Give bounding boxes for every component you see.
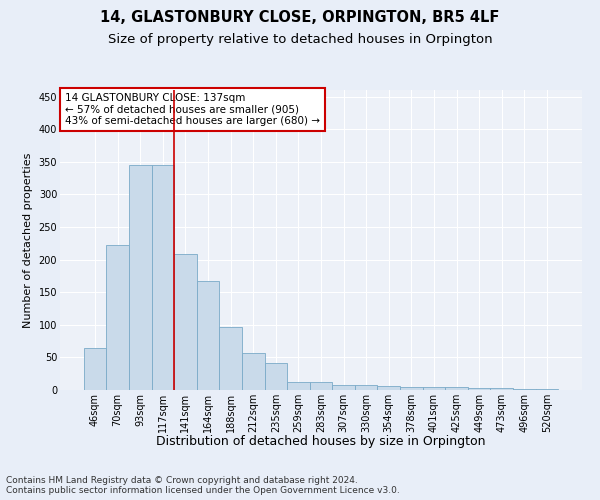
Bar [174, 254, 197, 390]
Bar [106, 245, 129, 390]
Y-axis label: Number of detached properties: Number of detached properties [23, 152, 33, 328]
Text: Distribution of detached houses by size in Orpington: Distribution of detached houses by size … [156, 435, 486, 448]
Bar [490, 388, 513, 390]
Text: 14 GLASTONBURY CLOSE: 137sqm
← 57% of detached houses are smaller (905)
43% of s: 14 GLASTONBURY CLOSE: 137sqm ← 57% of de… [65, 93, 320, 126]
Bar [332, 385, 355, 390]
Bar [265, 362, 287, 390]
Bar [152, 165, 174, 390]
Bar [355, 385, 377, 390]
Bar [197, 281, 220, 390]
Text: Contains HM Land Registry data © Crown copyright and database right 2024.
Contai: Contains HM Land Registry data © Crown c… [6, 476, 400, 495]
Bar [84, 348, 106, 390]
Text: Size of property relative to detached houses in Orpington: Size of property relative to detached ho… [107, 32, 493, 46]
Bar [513, 388, 536, 390]
Bar [129, 165, 152, 390]
Bar [377, 386, 400, 390]
Text: 14, GLASTONBURY CLOSE, ORPINGTON, BR5 4LF: 14, GLASTONBURY CLOSE, ORPINGTON, BR5 4L… [100, 10, 500, 25]
Bar [422, 386, 445, 390]
Bar [468, 388, 490, 390]
Bar [310, 382, 332, 390]
Bar [287, 382, 310, 390]
Bar [536, 388, 558, 390]
Bar [242, 354, 265, 390]
Bar [445, 386, 468, 390]
Bar [220, 326, 242, 390]
Bar [400, 386, 422, 390]
